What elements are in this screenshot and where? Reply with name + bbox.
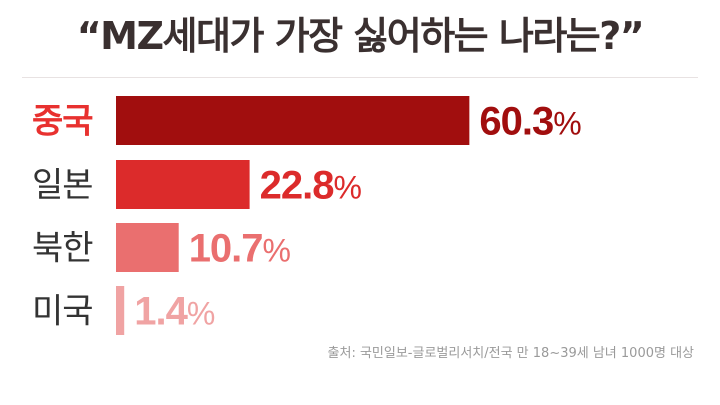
source-note: 출처: 국민일보-글로벌리서치/전국 만 18~39세 남녀 1000명 대상 bbox=[327, 346, 694, 361]
value-label: 22.8% bbox=[260, 164, 362, 208]
category-label: 북한 bbox=[32, 229, 93, 269]
value-label: 1.4% bbox=[134, 290, 215, 334]
category-label: 미국 bbox=[32, 292, 93, 332]
category-label: 중국 bbox=[32, 102, 93, 142]
title-divider bbox=[22, 77, 698, 78]
value-label: 60.3% bbox=[479, 100, 581, 144]
bar bbox=[116, 223, 179, 272]
bar bbox=[116, 96, 470, 145]
bar bbox=[116, 286, 125, 335]
category-label: 일본 bbox=[32, 166, 93, 206]
bar bbox=[116, 160, 250, 209]
chart-title: “MZ세대가 가장 싫어하는 나라는?” bbox=[76, 14, 645, 58]
value-label: 10.7% bbox=[189, 227, 291, 271]
